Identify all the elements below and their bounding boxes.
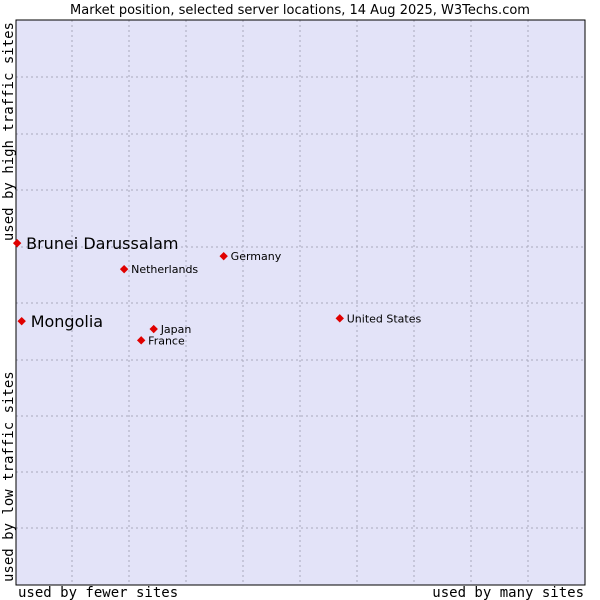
x-axis-label-right: used by many sites — [432, 585, 584, 600]
grid-lines — [16, 20, 585, 585]
point-marker-japan — [149, 324, 158, 334]
data-point-germany: Germany — [219, 250, 282, 263]
point-label-netherlands: Netherlands — [131, 263, 198, 276]
data-point-netherlands: Netherlands — [119, 263, 198, 276]
point-label-germany: Germany — [231, 250, 282, 263]
point-marker-united-states — [335, 314, 344, 323]
y-axis-label-bottom: used by low traffic sites — [1, 371, 17, 582]
plot-border — [15, 19, 586, 586]
point-marker-netherlands — [119, 264, 129, 274]
point-label-france: France — [148, 334, 185, 347]
data-point-france: France — [136, 334, 185, 347]
y-axis-label-top: used by high traffic sites — [1, 22, 17, 241]
point-marker-mongolia — [17, 316, 26, 326]
point-label-mongolia: Mongolia — [31, 312, 103, 331]
data-point-mongolia: Mongolia — [17, 312, 103, 331]
point-label-united-states: United States — [347, 312, 422, 325]
data-point-japan: Japan — [149, 323, 191, 336]
point-label-brunei-darussalam: Brunei Darussalam — [26, 234, 178, 253]
x-axis-label-left: used by fewer sites — [18, 585, 178, 600]
point-marker-france — [136, 336, 146, 345]
point-marker-germany — [219, 251, 228, 261]
point-label-japan: Japan — [160, 323, 192, 336]
chart-title: Market position, selected server locatio… — [70, 3, 530, 18]
data-points: Brunei Darussalam Mongolia Germany Netherla… — [12, 234, 422, 347]
point-marker-brunei-darussalam — [12, 238, 22, 248]
data-point-united-states: United States — [335, 312, 422, 325]
data-point-brunei-darussalam: Brunei Darussalam — [12, 234, 179, 253]
